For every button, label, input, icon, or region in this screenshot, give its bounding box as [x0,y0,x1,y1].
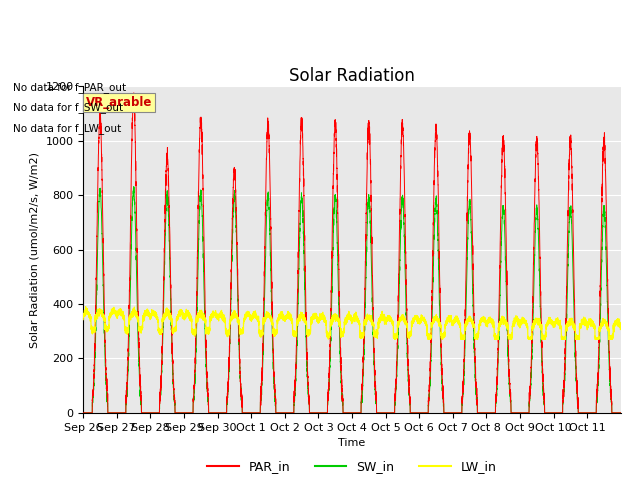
Text: No data for f_PAR_out: No data for f_PAR_out [13,82,126,93]
Title: Solar Radiation: Solar Radiation [289,67,415,85]
Y-axis label: Solar Radiation (umol/m2/s, W/m2): Solar Radiation (umol/m2/s, W/m2) [30,152,40,348]
Text: No data for f_SW_out: No data for f_SW_out [13,102,123,113]
X-axis label: Time: Time [339,438,365,448]
Text: No data for f_LW_out: No data for f_LW_out [13,123,121,134]
Text: VR_arable: VR_arable [86,96,152,109]
Legend: PAR_in, SW_in, LW_in: PAR_in, SW_in, LW_in [202,456,502,479]
